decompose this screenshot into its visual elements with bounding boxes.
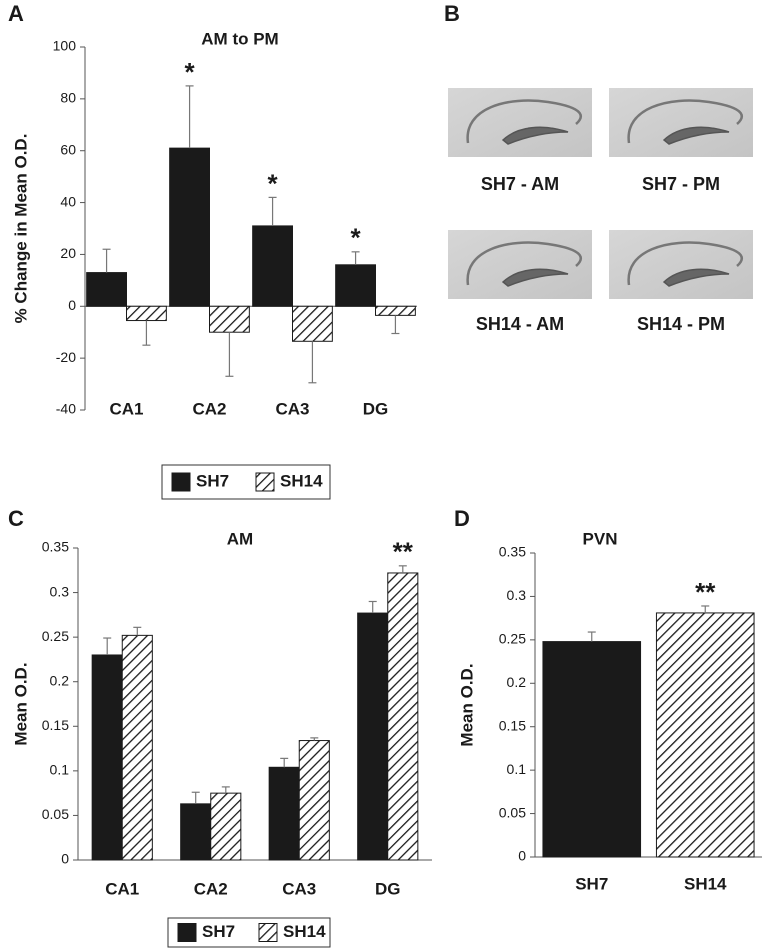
x-tick-label: CA1 <box>105 879 139 898</box>
y-tick-label: 40 <box>60 193 76 209</box>
panel-label: B <box>444 1 460 26</box>
hippocampus-ca <box>466 99 582 144</box>
image-caption: SH14 - PM <box>637 314 725 334</box>
legend-label: SH7 <box>202 922 235 941</box>
x-tick-label: SH7 <box>575 874 608 893</box>
y-axis-label: % Change in Mean O.D. <box>11 134 30 324</box>
chart-title: PVN <box>583 529 618 548</box>
y-tick-label: 0.25 <box>499 631 526 647</box>
y-tick-label: 0.2 <box>50 672 70 688</box>
bar <box>292 305 333 342</box>
y-tick-label: 0.1 <box>50 762 70 778</box>
legend-label: SH7 <box>196 471 229 490</box>
bar <box>357 612 389 861</box>
chart-title: AM <box>227 529 253 548</box>
y-axis-label: Mean O.D. <box>457 663 476 746</box>
bar <box>210 792 242 861</box>
significance-marker: * <box>268 168 279 198</box>
y-tick-label: 0.25 <box>42 628 69 644</box>
y-tick-label: -40 <box>56 401 76 417</box>
y-tick-label: 0.3 <box>50 583 70 599</box>
x-tick-label: DG <box>363 399 389 418</box>
bar <box>298 740 330 861</box>
y-tick-label: 20 <box>60 245 76 261</box>
micrograph <box>609 230 753 299</box>
legend-swatch <box>171 472 191 492</box>
bar <box>86 272 128 307</box>
x-tick-label: CA3 <box>282 879 316 898</box>
x-tick-label: SH14 <box>684 874 727 893</box>
bar <box>542 641 642 858</box>
significance-marker: ** <box>695 577 716 607</box>
legend-swatch <box>255 472 275 492</box>
legend-label: SH14 <box>280 471 323 490</box>
bar <box>126 305 167 322</box>
legend-label: SH14 <box>283 922 326 941</box>
hippocampus-ca <box>627 99 743 144</box>
legend-swatch <box>258 923 278 942</box>
panel-label: A <box>8 1 24 26</box>
bar <box>655 612 755 858</box>
y-tick-label: 0.2 <box>507 674 527 690</box>
hippocampus-dg <box>662 268 730 287</box>
significance-marker: ** <box>393 537 414 567</box>
image-caption: SH14 - AM <box>476 314 564 334</box>
y-tick-label: 0.3 <box>507 587 527 603</box>
y-tick-label: 0 <box>61 851 69 867</box>
y-tick-label: 80 <box>60 90 76 106</box>
micrograph <box>609 88 753 157</box>
hippocampus-ca <box>466 241 582 286</box>
hippocampus-ca <box>627 241 743 286</box>
x-tick-label: CA2 <box>194 879 228 898</box>
bar <box>375 305 416 316</box>
bar <box>91 654 123 861</box>
bar <box>209 305 250 333</box>
bar <box>387 572 419 861</box>
bar <box>268 766 300 861</box>
y-tick-label: 0.15 <box>42 717 69 733</box>
x-tick-label: CA2 <box>192 399 226 418</box>
panel-label: C <box>8 506 24 531</box>
hippocampus-dg <box>501 268 569 287</box>
significance-marker: * <box>351 223 362 253</box>
y-tick-label: 0.35 <box>499 544 526 560</box>
bar <box>121 634 153 861</box>
legend-swatch <box>177 923 197 942</box>
y-tick-label: 0.05 <box>499 804 526 820</box>
significance-marker: * <box>185 57 196 87</box>
panel-label: D <box>454 506 470 531</box>
y-tick-label: 0 <box>68 297 76 313</box>
micrograph <box>448 230 592 299</box>
x-tick-label: CA1 <box>109 399 143 418</box>
image-caption: SH7 - PM <box>642 174 720 194</box>
bar <box>335 264 377 307</box>
chart-title: AM to PM <box>201 29 278 48</box>
bar <box>169 147 211 307</box>
y-axis-label: Mean O.D. <box>11 662 30 745</box>
hippocampus-dg <box>501 126 569 145</box>
y-tick-label: 0 <box>518 848 526 864</box>
image-caption: SH7 - AM <box>481 174 559 194</box>
y-tick-label: 0.35 <box>42 539 69 555</box>
x-tick-label: CA3 <box>275 399 309 418</box>
y-tick-label: 0.1 <box>507 761 527 777</box>
hippocampus-dg <box>662 126 730 145</box>
y-tick-label: 60 <box>60 141 76 157</box>
y-tick-label: 0.15 <box>499 717 526 733</box>
y-tick-label: 100 <box>53 38 77 54</box>
y-tick-label: -20 <box>56 349 76 365</box>
x-tick-label: DG <box>375 879 401 898</box>
bar <box>180 803 212 861</box>
y-tick-label: 0.05 <box>42 806 69 822</box>
micrograph <box>448 88 592 157</box>
bar <box>252 225 294 307</box>
